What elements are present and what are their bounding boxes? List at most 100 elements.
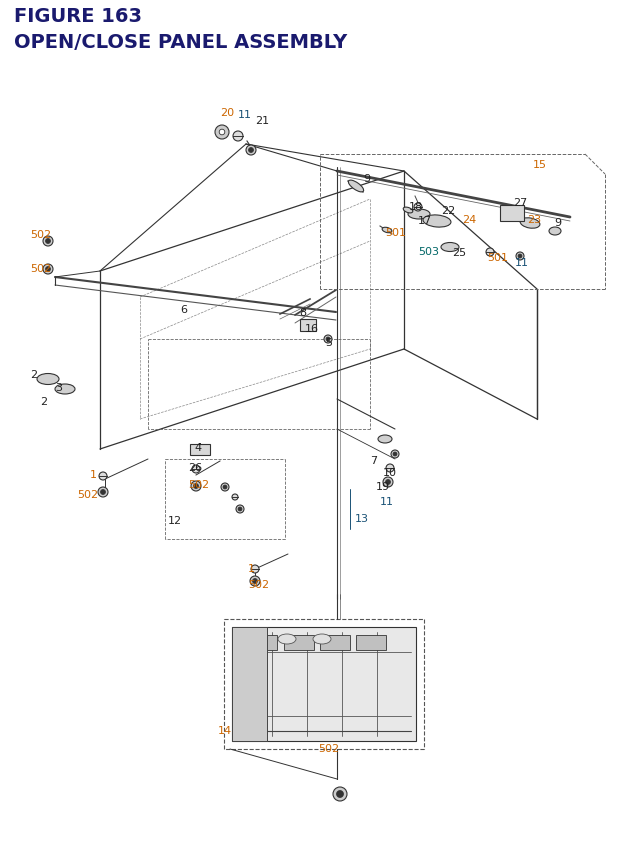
Circle shape: [193, 484, 198, 489]
Circle shape: [250, 576, 260, 586]
Circle shape: [223, 486, 227, 489]
Bar: [232, 628, 267, 741]
Text: 17: 17: [418, 216, 432, 226]
Text: 12: 12: [168, 516, 182, 525]
Text: 8: 8: [299, 307, 306, 318]
Text: 501: 501: [385, 228, 406, 238]
Bar: [247, 635, 277, 650]
Circle shape: [215, 126, 229, 139]
Text: 502: 502: [248, 579, 269, 589]
Circle shape: [43, 237, 53, 247]
Text: 21: 21: [255, 116, 269, 126]
Text: 11: 11: [515, 257, 529, 268]
Circle shape: [253, 579, 257, 584]
Text: FIGURE 163: FIGURE 163: [14, 7, 142, 26]
Text: 503: 503: [418, 247, 439, 257]
Text: 11: 11: [238, 110, 252, 120]
Ellipse shape: [408, 210, 430, 220]
Circle shape: [518, 255, 522, 258]
Circle shape: [232, 494, 238, 500]
Text: 3: 3: [55, 382, 62, 393]
Text: 15: 15: [533, 160, 547, 170]
Text: 9: 9: [554, 218, 561, 228]
Text: 501: 501: [487, 253, 508, 263]
Circle shape: [45, 267, 51, 272]
Text: 1: 1: [248, 563, 255, 573]
Ellipse shape: [278, 635, 296, 644]
Text: 23: 23: [527, 214, 541, 225]
Text: 26: 26: [188, 462, 202, 473]
Circle shape: [246, 146, 256, 156]
Bar: [320, 635, 350, 650]
Text: 502: 502: [318, 743, 339, 753]
Circle shape: [326, 338, 330, 342]
Circle shape: [248, 148, 253, 153]
Circle shape: [100, 490, 106, 495]
Circle shape: [385, 480, 390, 485]
Ellipse shape: [37, 374, 59, 385]
Circle shape: [333, 787, 347, 801]
Bar: [284, 635, 314, 650]
Text: 14: 14: [218, 725, 232, 735]
Circle shape: [383, 478, 393, 487]
Circle shape: [43, 264, 53, 275]
FancyBboxPatch shape: [500, 206, 524, 222]
Text: 6: 6: [180, 305, 187, 314]
Ellipse shape: [348, 181, 364, 193]
Text: 502: 502: [30, 230, 51, 239]
Circle shape: [238, 507, 242, 511]
Ellipse shape: [423, 215, 451, 228]
Text: 502: 502: [188, 480, 209, 489]
Bar: [232, 628, 416, 741]
Circle shape: [219, 130, 225, 136]
Ellipse shape: [441, 243, 459, 252]
Text: 502: 502: [30, 263, 51, 274]
FancyBboxPatch shape: [190, 444, 210, 455]
Circle shape: [221, 483, 229, 492]
Text: 19: 19: [376, 481, 390, 492]
Circle shape: [516, 253, 524, 261]
Bar: [356, 635, 386, 650]
Circle shape: [414, 204, 422, 212]
Ellipse shape: [520, 219, 540, 229]
Circle shape: [98, 487, 108, 498]
Ellipse shape: [403, 208, 413, 214]
Text: 5: 5: [325, 338, 332, 348]
Text: 25: 25: [452, 248, 466, 257]
Text: 7: 7: [370, 455, 377, 466]
Ellipse shape: [549, 228, 561, 236]
Circle shape: [233, 132, 243, 142]
Text: 22: 22: [441, 206, 455, 216]
FancyBboxPatch shape: [300, 319, 316, 331]
Text: 20: 20: [220, 108, 234, 118]
Circle shape: [45, 239, 51, 245]
Text: 4: 4: [194, 443, 201, 453]
Circle shape: [393, 453, 397, 456]
Text: 10: 10: [383, 468, 397, 478]
Text: 24: 24: [462, 214, 476, 225]
Circle shape: [386, 464, 394, 473]
Text: 1: 1: [90, 469, 97, 480]
Text: 11: 11: [380, 497, 394, 506]
Text: 18: 18: [409, 201, 423, 212]
Circle shape: [236, 505, 244, 513]
Circle shape: [324, 336, 332, 344]
Text: OPEN/CLOSE PANEL ASSEMBLY: OPEN/CLOSE PANEL ASSEMBLY: [14, 33, 348, 52]
Circle shape: [251, 566, 259, 573]
Text: 9: 9: [363, 174, 370, 183]
Ellipse shape: [55, 385, 75, 394]
Text: 2: 2: [40, 397, 47, 406]
Text: 13: 13: [355, 513, 369, 523]
Text: 2: 2: [30, 369, 37, 380]
Ellipse shape: [382, 228, 392, 233]
Circle shape: [99, 473, 107, 480]
Text: 502: 502: [77, 489, 98, 499]
Circle shape: [486, 249, 494, 257]
Text: 16: 16: [305, 324, 319, 333]
Circle shape: [391, 450, 399, 458]
Circle shape: [337, 790, 344, 797]
Text: 27: 27: [513, 198, 527, 208]
Ellipse shape: [313, 635, 331, 644]
Circle shape: [191, 481, 201, 492]
Circle shape: [192, 466, 200, 474]
